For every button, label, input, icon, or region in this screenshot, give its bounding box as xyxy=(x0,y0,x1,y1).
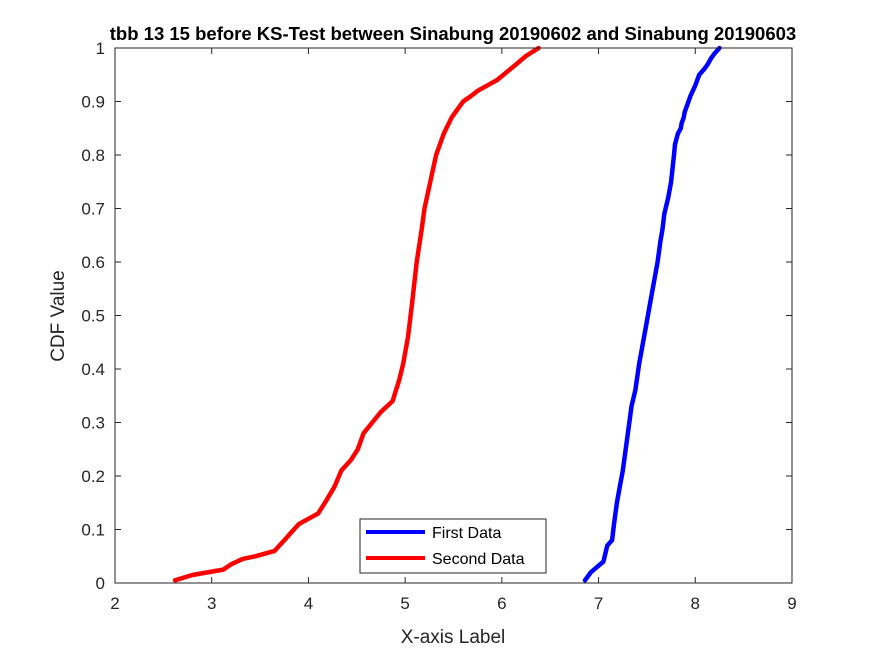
legend-label-first-data: First Data xyxy=(432,525,501,542)
x-tick-label: 5 xyxy=(400,594,409,613)
y-tick-label: 0 xyxy=(96,574,105,593)
y-tick-label: 0.4 xyxy=(81,360,105,379)
y-tick-label: 0.5 xyxy=(81,307,105,326)
x-tick-label: 7 xyxy=(594,594,603,613)
y-tick-label: 0.8 xyxy=(81,146,105,165)
y-tick-label: 0.1 xyxy=(81,521,105,540)
x-tick-label: 4 xyxy=(304,594,313,613)
x-tick-label: 6 xyxy=(497,594,506,613)
y-tick-label: 0.9 xyxy=(81,93,105,112)
y-tick-label: 0.6 xyxy=(81,253,105,272)
legend: First Data Second Data xyxy=(359,518,547,574)
y-axis-label: CDF Value xyxy=(48,270,69,362)
data-series xyxy=(172,45,722,583)
chart-title: tbb 13 15 before KS-Test between Sinabun… xyxy=(110,23,796,44)
axes-box xyxy=(114,47,793,584)
series-line-second-data xyxy=(172,45,541,583)
y-tick-label: 0.2 xyxy=(81,467,105,486)
y-tick-label: 0.3 xyxy=(81,414,105,433)
legend-box xyxy=(359,518,547,574)
x-axis-label: X-axis Label xyxy=(401,627,506,648)
x-tick-label: 9 xyxy=(787,594,796,613)
y-tick-label: 1 xyxy=(96,39,105,58)
x-tick-label: 2 xyxy=(110,594,119,613)
x-tick-label: 8 xyxy=(691,594,700,613)
legend-label-second-data: Second Data xyxy=(432,551,525,568)
y-tick-label: 0.7 xyxy=(81,200,105,219)
x-tick-label: 3 xyxy=(207,594,216,613)
series-line-first-data xyxy=(582,45,722,583)
